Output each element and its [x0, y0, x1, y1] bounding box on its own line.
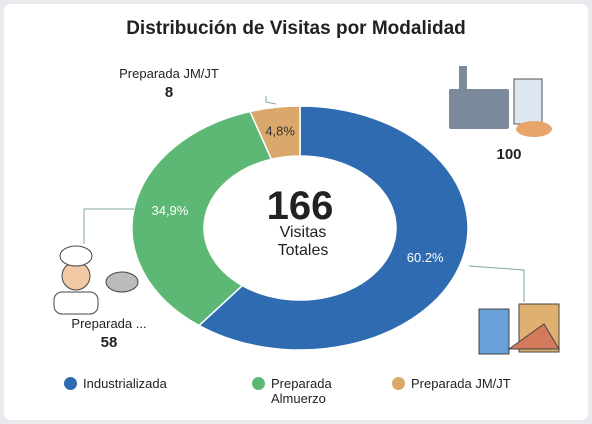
callout-name: Preparada JM/JT	[104, 66, 234, 81]
legend-label: Industrializada	[83, 376, 167, 391]
leader-line	[266, 96, 276, 104]
legend-label: Preparada Almuerzo	[271, 376, 342, 406]
legend-item: Industrializada	[64, 376, 204, 391]
legend-label: Preparada JM/JT	[411, 376, 511, 391]
icon-chef	[54, 246, 138, 314]
slice-label: 60.2%	[407, 250, 444, 265]
legend-item: Preparada JM/JT	[392, 376, 562, 391]
leader-line	[469, 266, 524, 302]
chart-title: Distribución de Visitas por Modalidad	[4, 18, 588, 40]
icon-factory	[449, 66, 552, 137]
slice-label: 34,9%	[151, 203, 188, 218]
total-value: 166	[234, 184, 366, 229]
legend-swatch	[392, 377, 405, 390]
legend-swatch	[252, 377, 265, 390]
callout-count: 8	[104, 84, 234, 101]
legend-swatch	[64, 377, 77, 390]
chart-card: 60.2% 34,9% 4,8% Distribución de Visitas p…	[4, 4, 588, 420]
callout-name: Preparada ...	[44, 316, 174, 331]
slice-label: 4,8%	[265, 124, 295, 139]
total-label: Visitas Totales	[262, 224, 344, 260]
legend-item: Preparada Almuerzo	[252, 376, 342, 406]
callout-count: 100	[484, 146, 534, 163]
callout-count: 58	[44, 334, 174, 351]
leader-line	[84, 209, 134, 244]
icon-products	[479, 304, 559, 354]
